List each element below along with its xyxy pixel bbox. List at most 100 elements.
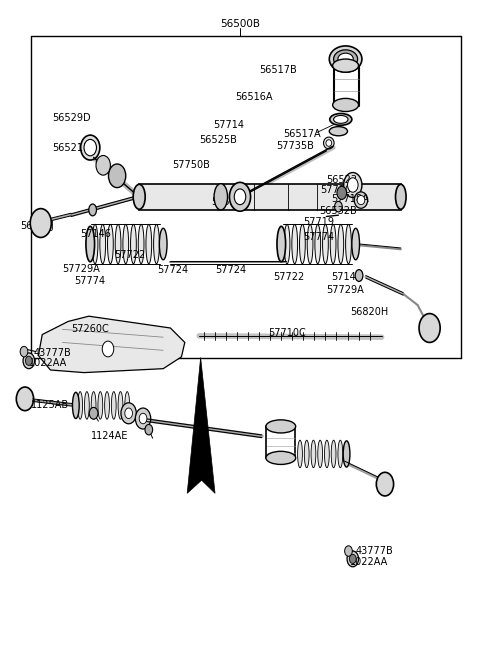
Ellipse shape: [100, 224, 106, 264]
Text: 43777B: 43777B: [355, 546, 393, 556]
Ellipse shape: [355, 270, 363, 281]
Text: 57750B: 57750B: [172, 160, 210, 171]
Text: 56529D: 56529D: [52, 113, 90, 123]
Circle shape: [349, 554, 356, 564]
Ellipse shape: [111, 392, 116, 419]
Circle shape: [337, 186, 347, 199]
Ellipse shape: [324, 137, 334, 149]
Ellipse shape: [330, 113, 352, 125]
Ellipse shape: [266, 420, 296, 433]
Ellipse shape: [357, 195, 365, 205]
Ellipse shape: [329, 46, 362, 72]
Ellipse shape: [307, 224, 313, 264]
Text: 57774: 57774: [303, 232, 335, 243]
Ellipse shape: [108, 224, 113, 264]
Text: 57260C: 57260C: [71, 324, 109, 335]
Ellipse shape: [338, 440, 343, 468]
Text: 1125AB: 1125AB: [31, 400, 69, 411]
Ellipse shape: [354, 192, 368, 209]
Circle shape: [23, 353, 35, 369]
Circle shape: [229, 182, 251, 211]
Ellipse shape: [346, 224, 351, 264]
Ellipse shape: [123, 224, 129, 264]
Ellipse shape: [159, 228, 167, 260]
Ellipse shape: [324, 440, 329, 468]
Ellipse shape: [333, 98, 359, 112]
Ellipse shape: [343, 441, 350, 467]
Circle shape: [102, 341, 114, 357]
Text: 56517B: 56517B: [259, 65, 297, 75]
Ellipse shape: [352, 228, 360, 260]
Ellipse shape: [284, 224, 290, 264]
Ellipse shape: [331, 440, 336, 468]
Ellipse shape: [318, 440, 323, 468]
Text: 57718A: 57718A: [331, 194, 369, 205]
Ellipse shape: [92, 224, 98, 264]
Ellipse shape: [105, 392, 109, 419]
Ellipse shape: [334, 115, 348, 123]
Ellipse shape: [304, 440, 309, 468]
Ellipse shape: [315, 224, 321, 264]
Text: 1124AE: 1124AE: [91, 431, 129, 441]
Text: 57724: 57724: [215, 264, 246, 275]
Ellipse shape: [348, 178, 358, 192]
Ellipse shape: [300, 224, 305, 264]
Ellipse shape: [338, 53, 353, 65]
Text: 57720: 57720: [320, 185, 351, 195]
Ellipse shape: [86, 226, 95, 262]
Circle shape: [89, 407, 98, 419]
Polygon shape: [38, 316, 185, 373]
Text: 57719: 57719: [303, 217, 335, 228]
Circle shape: [121, 403, 136, 424]
Ellipse shape: [214, 184, 228, 210]
Circle shape: [139, 413, 147, 424]
Ellipse shape: [81, 135, 100, 160]
Circle shape: [335, 201, 342, 212]
Circle shape: [25, 356, 32, 365]
Text: 1022AA: 1022AA: [29, 358, 67, 369]
Circle shape: [376, 472, 394, 496]
Text: 57714: 57714: [214, 119, 245, 130]
Circle shape: [234, 189, 246, 205]
Text: 56532B: 56532B: [319, 206, 357, 216]
Polygon shape: [187, 358, 215, 493]
Text: 57774: 57774: [74, 276, 106, 286]
Text: 56516A: 56516A: [235, 92, 273, 102]
Text: 56517A: 56517A: [283, 129, 321, 139]
Ellipse shape: [91, 392, 96, 419]
Ellipse shape: [133, 184, 145, 209]
Circle shape: [16, 387, 34, 411]
Ellipse shape: [292, 224, 298, 264]
Ellipse shape: [311, 440, 316, 468]
Ellipse shape: [72, 392, 79, 419]
Text: 57710C: 57710C: [268, 328, 306, 338]
Ellipse shape: [78, 392, 83, 419]
Ellipse shape: [298, 440, 302, 468]
Circle shape: [30, 209, 51, 237]
Ellipse shape: [323, 224, 328, 264]
Ellipse shape: [329, 127, 348, 136]
Ellipse shape: [334, 50, 358, 68]
Ellipse shape: [154, 224, 159, 264]
Ellipse shape: [344, 173, 362, 197]
Ellipse shape: [138, 224, 144, 264]
Ellipse shape: [98, 392, 103, 419]
Ellipse shape: [266, 451, 296, 464]
Circle shape: [347, 551, 359, 567]
Text: 56551A: 56551A: [211, 197, 249, 207]
Ellipse shape: [333, 59, 359, 72]
Ellipse shape: [396, 184, 406, 209]
Ellipse shape: [84, 139, 96, 155]
Ellipse shape: [84, 392, 89, 419]
Circle shape: [125, 408, 132, 419]
Text: 56820H: 56820H: [350, 307, 389, 318]
Circle shape: [419, 314, 440, 342]
Text: 56521B: 56521B: [52, 142, 90, 153]
Text: 57724: 57724: [157, 264, 189, 275]
Ellipse shape: [89, 204, 96, 216]
Text: 56820J: 56820J: [20, 221, 54, 232]
Ellipse shape: [125, 392, 130, 419]
Text: 57146: 57146: [81, 228, 111, 239]
Text: 57729A: 57729A: [62, 264, 100, 274]
Circle shape: [96, 155, 110, 175]
